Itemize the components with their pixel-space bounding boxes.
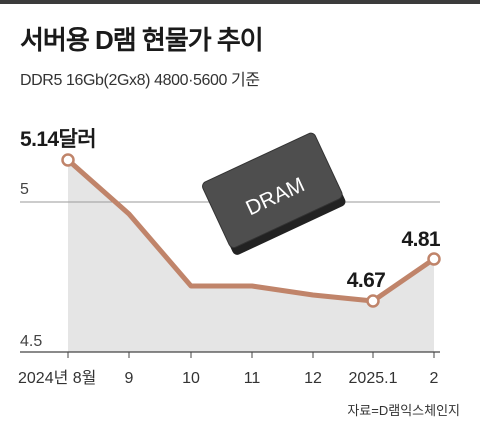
x-tick-label: 9 (125, 370, 134, 387)
x-tick-label: 10 (182, 370, 200, 387)
x-tick-label: 11 (244, 370, 261, 387)
data-point-marker (61, 153, 75, 167)
dram-chip-illustration: DRAM (202, 132, 346, 255)
x-tick-label: 2024년 8월 (18, 369, 96, 387)
data-label: 4.67 (347, 269, 385, 292)
y-tick-label: 5 (20, 181, 29, 198)
chart-title: 서버용 D램 현물가 추이 (20, 25, 264, 55)
data-label: 5.14달러 (20, 128, 96, 151)
data-point-marker (366, 294, 380, 308)
top-rule (0, 0, 480, 4)
data-point-marker (427, 252, 441, 266)
x-tick-label: 2025.1 (349, 370, 398, 387)
chart-subtitle: DDR5 16Gb(2Gx8) 4800·5600 기준 (20, 72, 260, 89)
area-fill (68, 160, 434, 352)
x-tick-label: 2 (430, 370, 439, 387)
y-tick-label: 4.5 (20, 333, 42, 350)
source-note: 자료=D램익스체인지 (347, 403, 460, 418)
chip-top (202, 132, 343, 249)
data-label: 4.81 (402, 228, 441, 251)
x-tick-label: 12 (304, 370, 322, 387)
